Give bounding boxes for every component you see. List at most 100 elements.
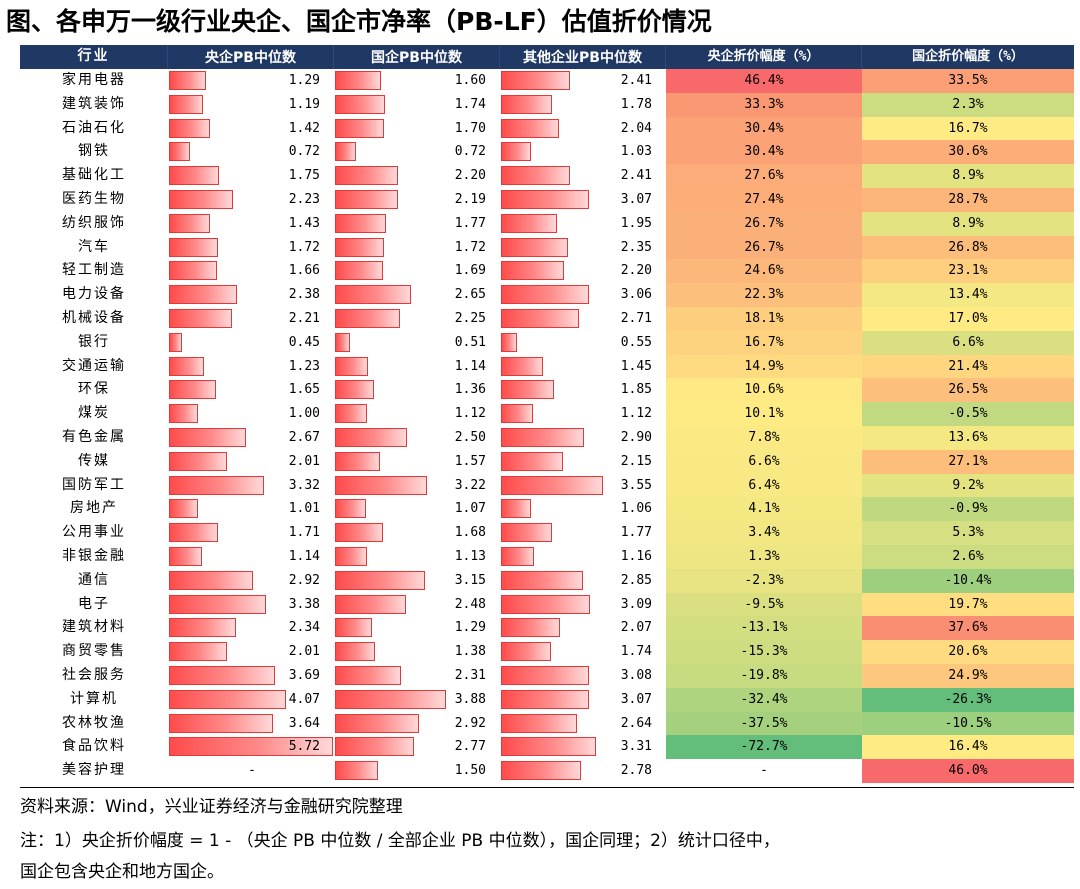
central-discount-cell: -9.5% xyxy=(666,592,862,617)
industry-cell: 商贸零售 xyxy=(62,643,126,660)
other-pb-bar xyxy=(501,451,563,471)
table-row: 电子 3.38 2.48 3.09 -9.5% 19.7% xyxy=(20,592,1074,617)
state-pb-value: 2.77 xyxy=(454,739,486,755)
central-pb-bar xyxy=(169,404,198,424)
other-pb-cell: 2.41 xyxy=(500,69,666,93)
central-pb-value: 1.71 xyxy=(288,525,320,541)
other-pb-bar xyxy=(501,118,560,138)
table-row: 建筑材料 2.34 1.29 2.07 -13.1% 37.6% xyxy=(20,616,1074,641)
central-pb-value: 1.29 xyxy=(288,73,320,88)
other-pb-cell: 2.90 xyxy=(500,426,666,450)
table-row: 银行 0.45 0.51 0.55 16.7% 6.6% xyxy=(20,330,1074,355)
central-pb-bar xyxy=(169,356,205,376)
other-pb-cell: 3.07 xyxy=(500,688,666,712)
industry-cell: 公用事业 xyxy=(62,524,126,541)
other-pb-value: 3.55 xyxy=(620,477,652,493)
central-pb-value: 0.45 xyxy=(288,334,320,350)
state-pb-cell: 3.22 xyxy=(334,474,500,498)
central-pb-value: 1.00 xyxy=(288,406,320,422)
central-pb-cell: 2.92 xyxy=(168,569,334,593)
note-line-1: 注：1）央企折价幅度 = 1 - （央企 PB 中位数 / 全部企业 PB 中位… xyxy=(20,831,780,851)
header-central-pb: 央企PB中位数 xyxy=(168,45,334,69)
other-pb-bar xyxy=(501,213,557,233)
table-row: 家用电器 1.29 1.60 2.41 46.4% 33.5% xyxy=(20,69,1074,93)
state-pb-bar xyxy=(335,546,368,566)
table-row: 钢铁 0.72 0.72 1.03 30.4% 30.6% xyxy=(20,140,1074,165)
state-pb-cell: 1.29 xyxy=(334,616,500,640)
state-pb-cell: 2.48 xyxy=(334,593,500,617)
central-discount-cell: 3.4% xyxy=(666,521,862,545)
state-pb-bar xyxy=(335,451,380,471)
state-pb-bar xyxy=(335,642,375,662)
state-pb-cell: 1.38 xyxy=(334,640,500,664)
state-pb-bar xyxy=(335,261,384,281)
other-pb-cell: 3.55 xyxy=(500,474,666,498)
other-pb-value: 1.12 xyxy=(620,406,652,422)
state-pb-cell: 1.50 xyxy=(334,759,500,783)
other-pb-value: 1.78 xyxy=(620,96,652,112)
state-discount-cell: 16.4% xyxy=(862,735,1074,760)
header-state-pb: 国企PB中位数 xyxy=(334,45,500,69)
central-pb-value: 2.92 xyxy=(288,572,320,588)
central-pb-cell: 1.29 xyxy=(168,69,334,93)
industry-cell: 汽车 xyxy=(78,238,110,255)
other-pb-cell: 1.78 xyxy=(500,93,666,117)
state-pb-value: 3.15 xyxy=(454,572,486,588)
state-pb-value: 1.60 xyxy=(454,73,486,88)
state-pb-bar xyxy=(335,499,366,519)
state-discount-cell: 16.7% xyxy=(862,116,1074,141)
central-pb-bar xyxy=(169,118,210,138)
state-pb-value: 2.25 xyxy=(454,310,486,326)
state-pb-cell: 1.12 xyxy=(334,402,500,426)
other-pb-cell: 1.03 xyxy=(500,140,666,164)
central-pb-value: 0.72 xyxy=(288,144,320,160)
central-pb-cell: 2.23 xyxy=(168,188,334,212)
state-pb-bar xyxy=(335,356,368,376)
other-pb-value: 2.90 xyxy=(620,429,652,445)
state-discount-cell: -10.5% xyxy=(862,711,1074,736)
central-discount-cell: 10.6% xyxy=(666,378,862,403)
central-discount-cell: 10.1% xyxy=(666,402,862,426)
industry-cell: 家用电器 xyxy=(62,72,126,88)
industry-cell: 农林牧渔 xyxy=(62,714,126,731)
other-pb-value: 2.64 xyxy=(620,715,652,731)
state-pb-value: 0.72 xyxy=(454,144,486,160)
central-pb-value: 1.19 xyxy=(288,96,320,112)
state-pb-cell: 1.13 xyxy=(334,545,500,569)
central-discount-cell: 26.7% xyxy=(666,235,862,260)
central-discount-cell: 7.8% xyxy=(666,425,862,450)
central-pb-cell: 4.07 xyxy=(168,688,334,712)
central-pb-bar xyxy=(169,618,237,638)
other-pb-value: 2.20 xyxy=(620,263,652,279)
state-pb-bar xyxy=(335,308,400,328)
state-discount-cell: 46.0% xyxy=(862,759,1074,783)
other-pb-value: 1.95 xyxy=(620,215,652,231)
central-discount-cell: -2.3% xyxy=(666,568,862,593)
industry-cell: 美容护理 xyxy=(62,762,126,779)
state-pb-cell: 3.15 xyxy=(334,569,500,593)
central-pb-cell: 0.45 xyxy=(168,331,334,355)
state-pb-cell: 2.25 xyxy=(334,307,500,331)
central-pb-value: 2.23 xyxy=(288,191,320,207)
central-pb-cell: 1.71 xyxy=(168,521,334,545)
state-pb-cell: 2.65 xyxy=(334,283,500,307)
state-pb-bar xyxy=(335,332,350,352)
central-pb-value: 1.42 xyxy=(288,120,320,136)
other-pb-cell: 3.31 xyxy=(500,735,666,759)
central-pb-cell: 3.69 xyxy=(168,664,334,688)
central-pb-value: 2.01 xyxy=(288,644,320,660)
table-row: 计算机 4.07 3.88 3.07 -32.4% -26.3% xyxy=(20,687,1074,712)
state-pb-bar xyxy=(335,285,411,305)
state-pb-cell: 1.72 xyxy=(334,236,500,260)
table-row: 通信 2.92 3.15 2.85 -2.3% -10.4% xyxy=(20,568,1074,593)
table-row: 纺织服饰 1.43 1.77 1.95 26.7% 8.9% xyxy=(20,211,1074,236)
central-pb-value: 2.67 xyxy=(288,429,320,445)
other-pb-bar xyxy=(501,404,534,424)
state-pb-bar xyxy=(335,404,368,424)
central-pb-bar xyxy=(169,689,286,709)
central-discount-cell: 6.6% xyxy=(666,449,862,474)
central-pb-value: 1.75 xyxy=(288,168,320,184)
other-pb-value: 2.07 xyxy=(620,620,652,636)
other-pb-cell: 1.95 xyxy=(500,212,666,236)
other-pb-bar xyxy=(501,71,571,90)
